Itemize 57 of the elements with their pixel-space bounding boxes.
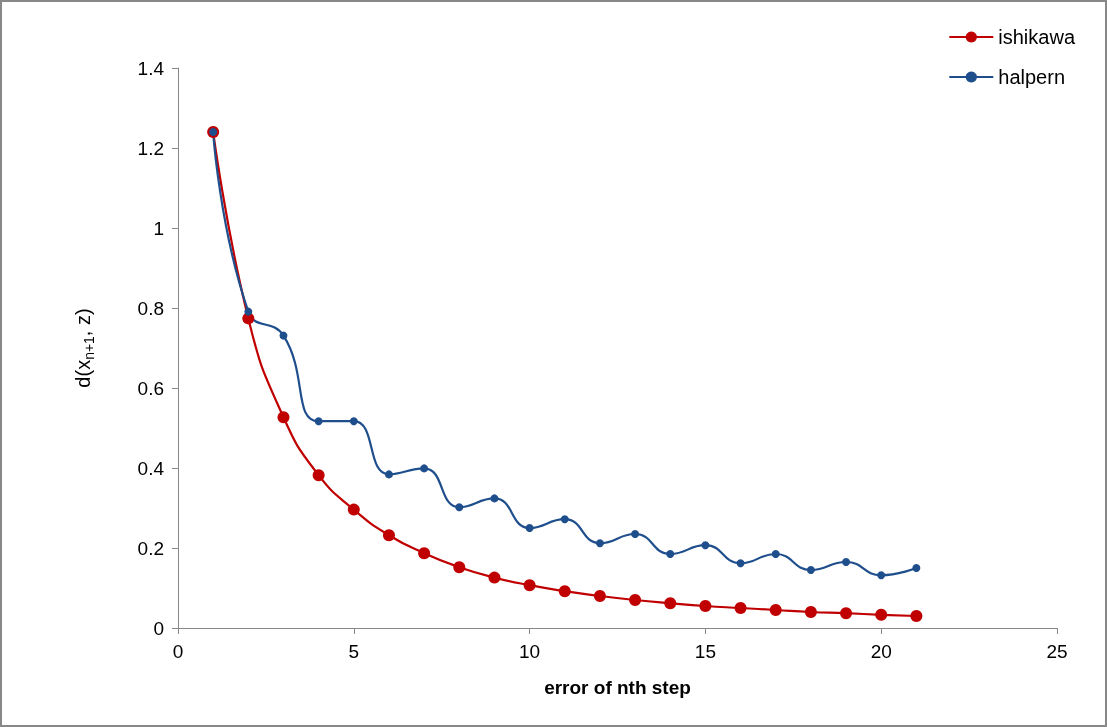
point [771, 550, 780, 558]
x-tick-label: 15 [694, 641, 716, 662]
point [842, 558, 851, 566]
point [593, 590, 606, 602]
point [312, 469, 325, 482]
y-tick-label: 1.4 [137, 57, 165, 79]
point [525, 524, 534, 532]
point [488, 571, 501, 584]
point [244, 307, 253, 316]
y-tick-label: 1.2 [137, 137, 164, 159]
point [314, 417, 323, 426]
point [629, 594, 642, 606]
y-tick-label: 0.6 [137, 377, 164, 399]
point [664, 597, 677, 610]
point [595, 539, 604, 548]
point [279, 331, 288, 340]
point [769, 604, 782, 616]
point [631, 530, 640, 538]
y-axis-title: d(xn+1, z) [72, 308, 97, 388]
point [523, 579, 536, 592]
point [277, 411, 290, 424]
point [877, 571, 886, 580]
x-tick-label: 5 [348, 641, 360, 662]
point [912, 564, 921, 572]
x-tick-label: 10 [519, 641, 541, 662]
point [560, 515, 569, 524]
point [420, 464, 429, 473]
point [349, 417, 358, 426]
y-tick-label: 1 [153, 217, 164, 239]
point [734, 602, 747, 614]
point [347, 503, 360, 516]
x-axis-title: error of nth step [544, 677, 691, 698]
x-tick-label: 25 [1046, 641, 1068, 662]
y-tick-label: 0.8 [137, 297, 164, 319]
point [418, 547, 431, 560]
point [736, 559, 745, 568]
point [840, 607, 853, 620]
point [910, 610, 923, 622]
point [804, 606, 817, 618]
y-tick-label: 0.4 [137, 457, 165, 479]
point [666, 550, 675, 558]
y-tick-label: 0.2 [137, 537, 164, 559]
point [384, 470, 393, 479]
point [455, 503, 464, 512]
x-tick-label: 20 [870, 641, 892, 662]
point [699, 600, 712, 612]
point [558, 585, 571, 598]
point [382, 529, 395, 542]
point [453, 561, 466, 574]
y-tick-label: 0 [153, 617, 164, 639]
point [490, 494, 499, 503]
point [806, 566, 815, 574]
legend-label: halpern [998, 66, 1066, 88]
legend-label: ishikawa [998, 26, 1076, 48]
point [875, 608, 888, 621]
point [701, 541, 710, 550]
x-tick-label: 0 [172, 641, 184, 662]
